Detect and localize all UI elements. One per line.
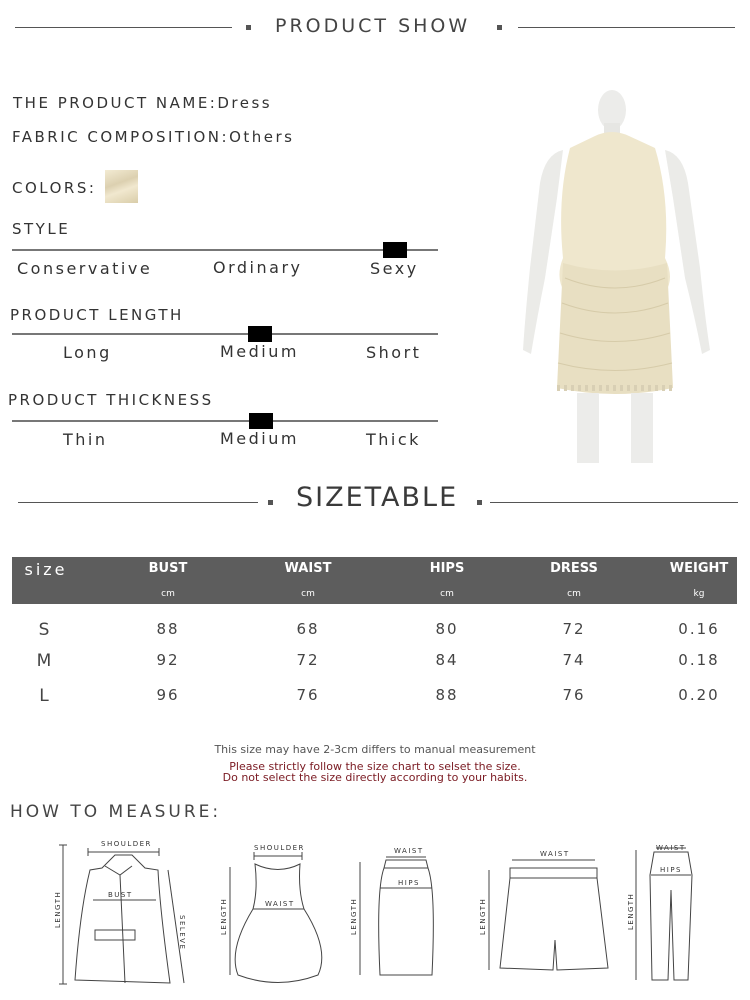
product-photo <box>505 88 735 466</box>
length-label: LENGTH <box>627 893 635 930</box>
col-header-bust: BUST <box>148 561 188 576</box>
fabric-value: Others <box>229 128 295 146</box>
fabric-label: FABRIC COMPOSITION: <box>12 128 230 146</box>
table-cell: 92 <box>156 651 180 669</box>
table-cell: 72 <box>562 620 586 638</box>
thickness-option: Thin <box>63 430 108 449</box>
length-label: LENGTH <box>479 898 487 935</box>
table-cell: 72 <box>296 651 320 669</box>
table-cell: 80 <box>435 620 459 638</box>
length-label: LENGTH <box>220 898 228 935</box>
size-cell: L <box>39 686 51 706</box>
style-slider <box>12 249 438 251</box>
product-name-value: Dress <box>217 94 273 112</box>
product-name-label: THE PRODUCT NAME: <box>13 94 218 112</box>
colors-label: COLORS: <box>12 179 97 197</box>
note-measurement: This size may have 2-3cm differs to manu… <box>214 743 536 756</box>
thickness-option: Thick <box>366 430 421 449</box>
section-title-sizetable: SIZETABLE <box>296 482 459 513</box>
divider <box>518 27 735 28</box>
thickness-label: PRODUCT THICKNESS <box>8 391 214 409</box>
shoulder-label: SHOULDER <box>254 844 305 852</box>
divider <box>490 502 738 503</box>
dress-diagram: SHOULDER LENGTH WAIST <box>220 844 323 983</box>
style-option: Conservative <box>17 259 153 278</box>
style-option: Sexy <box>370 259 419 278</box>
table-cell: 68 <box>296 620 320 638</box>
how-to-measure-title: HOW TO MEASURE: <box>10 802 222 822</box>
col-unit: cm <box>161 589 175 599</box>
size-table-header: size BUST cm WAIST cm HIPS cm DRESS cm W… <box>12 557 737 604</box>
hips-label: HIPS <box>660 866 682 874</box>
divider-square <box>497 25 502 30</box>
note-warning: Please strictly follow the size chart to… <box>229 760 521 773</box>
divider-square <box>268 500 273 505</box>
shorts-diagram: WAIST LENGTH <box>479 850 609 971</box>
length-option: Long <box>63 343 112 362</box>
length-slider <box>12 333 438 335</box>
divider <box>15 27 232 28</box>
hips-label: HIPS <box>398 879 420 887</box>
size-cell: S <box>38 620 52 640</box>
waist-label: WAIST <box>394 847 424 855</box>
waist-label: WAIST <box>540 850 570 858</box>
table-cell: 76 <box>296 686 320 704</box>
note-warning: Do not select the size directly accordin… <box>222 771 528 784</box>
style-marker <box>383 242 407 258</box>
fabric-composition: FABRIC COMPOSITION:Others <box>12 128 294 146</box>
thickness-option: Medium <box>220 429 299 448</box>
pants-diagram: WAIST LENGTH HIPS <box>627 844 693 981</box>
col-unit: cm <box>440 589 454 599</box>
waist-label: WAIST <box>656 844 686 852</box>
col-unit: kg <box>693 589 705 599</box>
table-cell: 88 <box>435 686 459 704</box>
divider-square <box>477 500 482 505</box>
measure-diagrams: SHOULDER LENGTH BUST SELEVE SHOULDER LEN… <box>54 840 693 985</box>
col-header-hips: HIPS <box>429 561 465 576</box>
table-cell: 84 <box>435 651 459 669</box>
waist-label: WAIST <box>265 900 295 908</box>
table-cell: 96 <box>156 686 180 704</box>
col-unit: cm <box>301 589 315 599</box>
length-option: Short <box>366 343 422 362</box>
thickness-marker <box>249 413 273 429</box>
table-cell: 0.18 <box>678 651 720 669</box>
bust-label: BUST <box>108 891 133 899</box>
table-cell: 0.16 <box>678 620 720 638</box>
col-header-dress: DRESS <box>550 561 598 576</box>
style-option: Ordinary <box>213 258 303 277</box>
length-marker <box>248 326 272 342</box>
divider <box>18 502 258 503</box>
length-option: Medium <box>220 342 299 361</box>
col-header-waist: WAIST <box>284 561 332 576</box>
section-title-product-show: PRODUCT SHOW <box>275 15 471 37</box>
size-cell: M <box>36 651 54 671</box>
thickness-slider <box>12 420 438 422</box>
table-cell: 0.20 <box>678 686 720 704</box>
color-swatch[interactable] <box>105 170 138 203</box>
length-label: LENGTH <box>54 891 62 928</box>
shoulder-label: SHOULDER <box>101 840 152 848</box>
divider-square <box>246 25 251 30</box>
length-label: PRODUCT LENGTH <box>10 306 184 324</box>
table-cell: 74 <box>562 651 586 669</box>
table-cell: 76 <box>562 686 586 704</box>
style-label: STYLE <box>12 220 71 238</box>
col-header-weight: WEIGHT <box>669 561 729 576</box>
skirt-diagram: WAIST LENGTH HIPS <box>350 847 434 976</box>
table-cell: 88 <box>156 620 180 638</box>
product-name: THE PRODUCT NAME:Dress <box>13 94 272 112</box>
col-header-size: size <box>24 560 68 579</box>
length-label: LENGTH <box>350 898 358 935</box>
col-unit: cm <box>567 589 581 599</box>
sleeve-label: SELEVE <box>178 915 186 950</box>
jacket-diagram: SHOULDER LENGTH BUST SELEVE <box>54 840 186 985</box>
